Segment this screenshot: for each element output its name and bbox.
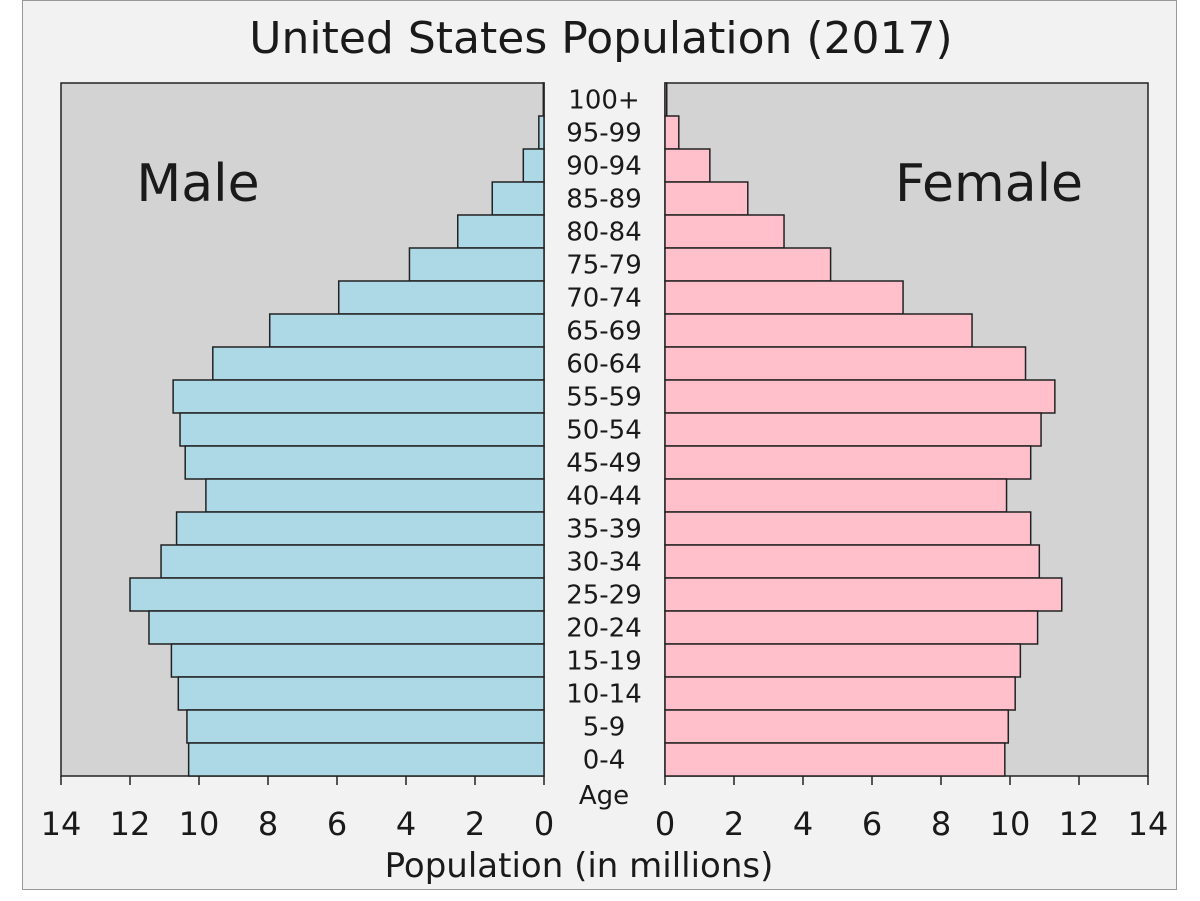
bar-female-5-9 (664, 709, 1010, 744)
tick-label-male: 6 (327, 805, 347, 843)
bar-male-100+ (542, 82, 545, 117)
age-label: 5-9 (583, 713, 625, 743)
tick-label-female: 4 (793, 805, 813, 843)
age-label: 30-34 (566, 548, 642, 578)
bar-female-15-19 (664, 643, 1022, 678)
age-label: 50-54 (566, 416, 642, 446)
bar-female-0-4 (664, 742, 1006, 777)
tick-label-male: 0 (534, 805, 554, 843)
bar-female-90-94 (664, 148, 711, 183)
bar-male-70-74 (337, 280, 545, 315)
age-label: 55-59 (566, 383, 642, 413)
bar-female-100+ (664, 82, 668, 117)
age-label: 95-99 (566, 119, 642, 149)
tick-label-female: 14 (1128, 805, 1169, 843)
bar-female-25-29 (664, 577, 1063, 612)
age-label: 20-24 (566, 614, 642, 644)
bar-male-45-49 (184, 445, 545, 480)
bar-female-50-54 (664, 412, 1042, 447)
bar-male-35-39 (175, 511, 545, 546)
tick-label-male: 4 (396, 805, 416, 843)
age-label: 25-29 (566, 581, 642, 611)
bar-female-80-84 (664, 214, 785, 249)
tick-label-female: 8 (931, 805, 951, 843)
age-label: 60-64 (566, 350, 642, 380)
bar-male-65-69 (268, 313, 545, 348)
tick-label-male: 12 (110, 805, 151, 843)
bar-male-50-54 (179, 412, 545, 447)
bar-male-60-64 (212, 346, 545, 381)
bar-female-40-44 (664, 478, 1008, 513)
age-label: 40-44 (566, 482, 642, 512)
bar-female-10-14 (664, 676, 1016, 711)
tick-label-female: 0 (655, 805, 675, 843)
age-label: 100+ (568, 86, 639, 116)
age-label: 75-79 (566, 251, 642, 281)
bar-female-20-24 (664, 610, 1039, 645)
tick-label-female: 6 (862, 805, 882, 843)
bar-male-5-9 (186, 709, 545, 744)
chart-title: United States Population (2017) (249, 13, 952, 64)
age-label: 65-69 (566, 317, 642, 347)
bar-male-20-24 (148, 610, 545, 645)
bar-female-35-39 (664, 511, 1032, 546)
tick-label-female: 10 (990, 805, 1031, 843)
bar-male-25-29 (129, 577, 545, 612)
female-series-label: Female (895, 154, 1083, 214)
age-label: 45-49 (566, 449, 642, 479)
bar-female-55-59 (664, 379, 1056, 414)
male-series-label: Male (136, 154, 259, 214)
bar-female-30-34 (664, 544, 1041, 579)
bar-female-75-79 (664, 247, 832, 282)
age-label: 10-14 (566, 680, 642, 710)
age-label: 70-74 (566, 284, 642, 314)
male-x-axis: 0 2 4 6 8 10 12 14 (41, 776, 554, 843)
bar-male-90-94 (522, 148, 545, 183)
bar-male-30-34 (160, 544, 545, 579)
x-axis-title: Population (in millions) (385, 846, 774, 886)
tick-label-female: 2 (724, 805, 744, 843)
age-label: 15-19 (566, 647, 642, 677)
bar-male-80-84 (457, 214, 545, 249)
female-bars (664, 82, 1063, 777)
age-label: 85-89 (566, 185, 642, 215)
bar-male-10-14 (177, 676, 545, 711)
bar-male-95-99 (538, 115, 545, 150)
bar-female-95-99 (664, 115, 680, 150)
bar-male-0-4 (187, 742, 545, 777)
chart-frame: United States Population (2017) 100+ 95-9… (22, 0, 1177, 890)
age-label: 80-84 (566, 218, 642, 248)
bar-male-55-59 (172, 379, 545, 414)
age-label: 35-39 (566, 515, 642, 545)
bar-female-70-74 (664, 280, 904, 315)
age-axis-label: Age (579, 781, 629, 811)
bar-male-15-19 (170, 643, 545, 678)
bar-female-45-49 (664, 445, 1032, 480)
bar-female-85-89 (664, 181, 749, 216)
age-label: 0-4 (583, 746, 625, 776)
male-bars (129, 82, 545, 777)
bar-female-65-69 (664, 313, 973, 348)
bar-male-40-44 (205, 478, 545, 513)
tick-label-male: 14 (41, 805, 82, 843)
age-label: 90-94 (566, 152, 642, 182)
tick-label-male: 2 (465, 805, 485, 843)
tick-label-female: 12 (1059, 805, 1100, 843)
tick-label-male: 10 (179, 805, 220, 843)
bar-female-60-64 (664, 346, 1027, 381)
female-x-axis: 0 2 4 6 8 10 12 14 (655, 776, 1169, 843)
bar-male-85-89 (491, 181, 545, 216)
age-labels: 100+95-9990-9485-8980-8475-7970-7465-696… (566, 86, 642, 776)
tick-label-male: 8 (258, 805, 278, 843)
bar-male-75-79 (408, 247, 545, 282)
